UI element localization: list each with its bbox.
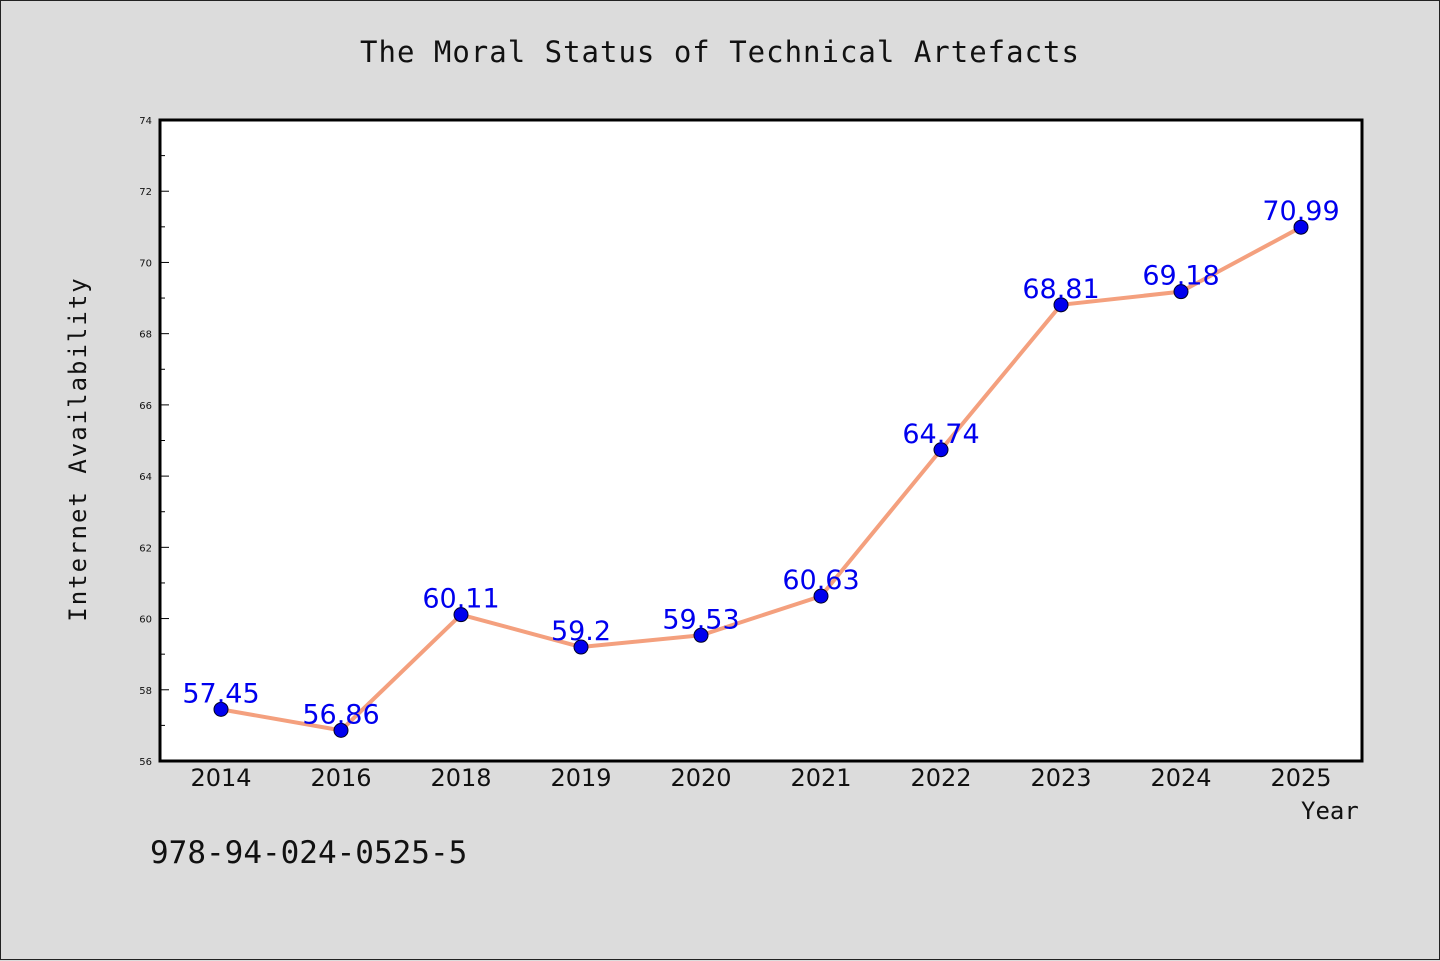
data-label: 60.11 [422,584,499,615]
data-point [693,627,709,643]
data-label: 60.63 [782,565,859,596]
data-label: 70.99 [1262,196,1339,227]
data-label: 69.18 [1142,261,1219,292]
x-tick-label: 2024 [1150,764,1211,792]
x-tick-label: 2023 [1030,764,1091,792]
data-point [213,701,229,717]
chart-title: The Moral Status of Technical Artefacts [360,35,1080,69]
data-label: 59.2 [551,616,611,647]
y-tick-label: 74 [139,116,152,127]
x-tick-label: 2022 [910,764,971,792]
x-tick-label: 2014 [190,764,251,792]
data-point [1173,284,1189,300]
data-point [933,442,949,458]
x-tick-label: 2025 [1270,764,1331,792]
x-tick-label: 2021 [790,764,851,792]
y-tick-label: 58 [139,686,152,697]
isbn-text: 978-94-024-0525-5 [150,835,468,871]
y-tick-label: 62 [139,543,152,554]
data-point [813,588,829,604]
data-label: 57.45 [182,678,259,709]
y-tick-label: 60 [139,615,152,626]
x-tick-label: 2016 [310,764,371,792]
data-point [333,722,349,738]
y-tick-label: 70 [139,258,152,269]
data-point [1053,297,1069,313]
y-tick-label: 66 [139,401,152,412]
series-line [219,225,1303,733]
x-tick-label: 2019 [550,764,611,792]
x-tick-label: 2020 [670,764,731,792]
plot-background [160,120,1362,761]
y-tick-label: 68 [139,330,152,341]
data-point [1293,219,1309,235]
data-label: 64.74 [902,419,979,450]
x-tick-label: 2018 [430,764,491,792]
data-point [453,607,469,623]
data-label: 59.53 [662,604,739,635]
data-label: 56.86 [302,699,379,730]
data-point [573,639,589,655]
y-tick-label: 64 [139,472,152,483]
y-tick-label: 56 [139,757,152,768]
y-tick-label: 72 [139,187,152,198]
data-label: 68.81 [1022,274,1099,305]
x-axis-label: Year [1301,797,1359,825]
